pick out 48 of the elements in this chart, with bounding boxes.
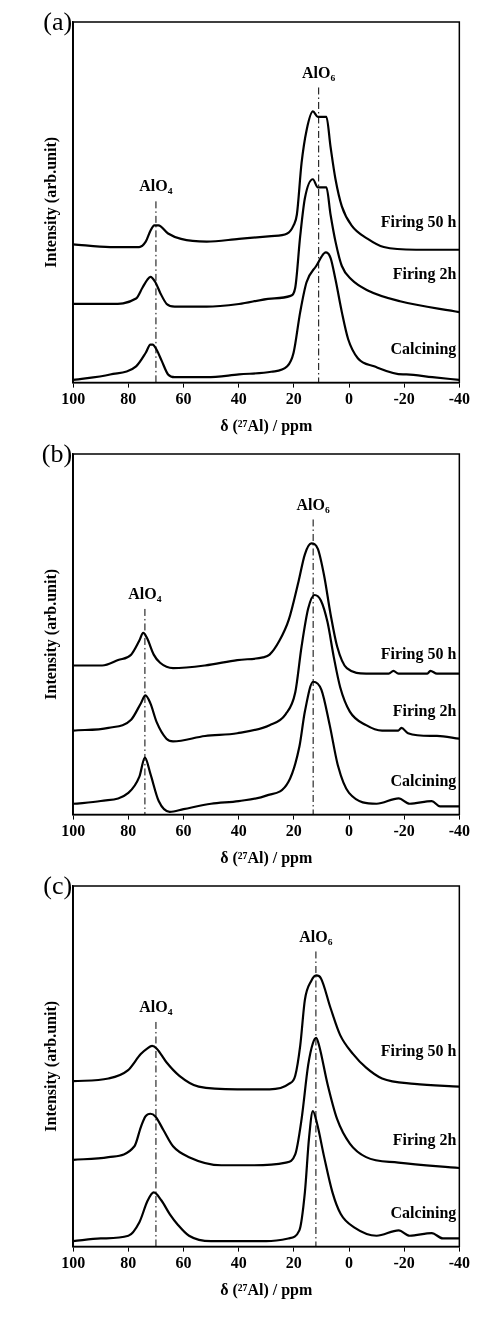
series-label: Firing 2h bbox=[392, 1131, 457, 1150]
x-axis-title: δ (²⁷Al) / ppm bbox=[220, 1280, 313, 1299]
x-tick-label: 60 bbox=[175, 1254, 192, 1272]
chart-title: (c) bbox=[43, 870, 73, 900]
ref-line-label: AlO₄ bbox=[128, 585, 162, 603]
x-tick-label: 20 bbox=[285, 390, 302, 408]
series-label: Firing 50 h bbox=[380, 645, 457, 664]
x-axis-title: δ (²⁷Al) / ppm bbox=[220, 848, 313, 867]
x-tick-label: 20 bbox=[285, 1254, 302, 1272]
ref-line-label: AlO₄ bbox=[139, 177, 173, 195]
series-label: Calcining bbox=[390, 772, 457, 791]
ref-line-label: AlO₆ bbox=[302, 63, 336, 81]
x-tick-label: 0 bbox=[345, 822, 354, 840]
x-tick-label: 80 bbox=[120, 1254, 137, 1272]
y-axis-title: Intensity (arb.unit) bbox=[41, 568, 60, 700]
y-axis-title: Intensity (arb.unit) bbox=[41, 1000, 60, 1132]
x-tick-label: 80 bbox=[120, 390, 137, 408]
x-tick-label: 20 bbox=[285, 822, 302, 840]
series-label: Firing 50 h bbox=[380, 213, 457, 232]
x-tick-label: 100 bbox=[61, 822, 86, 840]
series-label: Firing 50 h bbox=[380, 1041, 457, 1060]
x-tick-label: 80 bbox=[120, 822, 137, 840]
x-tick-label: -40 bbox=[448, 822, 470, 840]
x-tick-label: -40 bbox=[448, 1254, 470, 1272]
x-tick-label: 0 bbox=[345, 1254, 354, 1272]
chart-title: (b) bbox=[41, 438, 73, 468]
x-tick-label: -20 bbox=[393, 822, 415, 840]
chart-title: (a) bbox=[43, 6, 73, 36]
series-label: Calcining bbox=[390, 1204, 457, 1223]
x-tick-label: 100 bbox=[61, 1254, 86, 1272]
y-axis-title: Intensity (arb.unit) bbox=[41, 136, 60, 268]
x-axis-title: δ (²⁷Al) / ppm bbox=[220, 416, 313, 435]
ref-line-label: AlO₄ bbox=[139, 998, 173, 1016]
x-tick-label: 40 bbox=[230, 1254, 247, 1272]
x-tick-label: -20 bbox=[393, 390, 415, 408]
series-label: Calcining bbox=[390, 340, 457, 359]
x-tick-label: -20 bbox=[393, 1254, 415, 1272]
series-label: Firing 2h bbox=[392, 264, 457, 283]
x-tick-label: -40 bbox=[448, 390, 470, 408]
series-label: Firing 2h bbox=[392, 701, 457, 720]
x-tick-label: 60 bbox=[175, 822, 192, 840]
x-tick-label: 40 bbox=[230, 390, 247, 408]
ref-line-label: AlO₆ bbox=[296, 495, 330, 513]
x-tick-label: 40 bbox=[230, 822, 247, 840]
ref-line-label: AlO₆ bbox=[299, 927, 333, 945]
x-tick-label: 60 bbox=[175, 390, 192, 408]
x-tick-label: 100 bbox=[61, 390, 86, 408]
x-tick-label: 0 bbox=[345, 390, 354, 408]
